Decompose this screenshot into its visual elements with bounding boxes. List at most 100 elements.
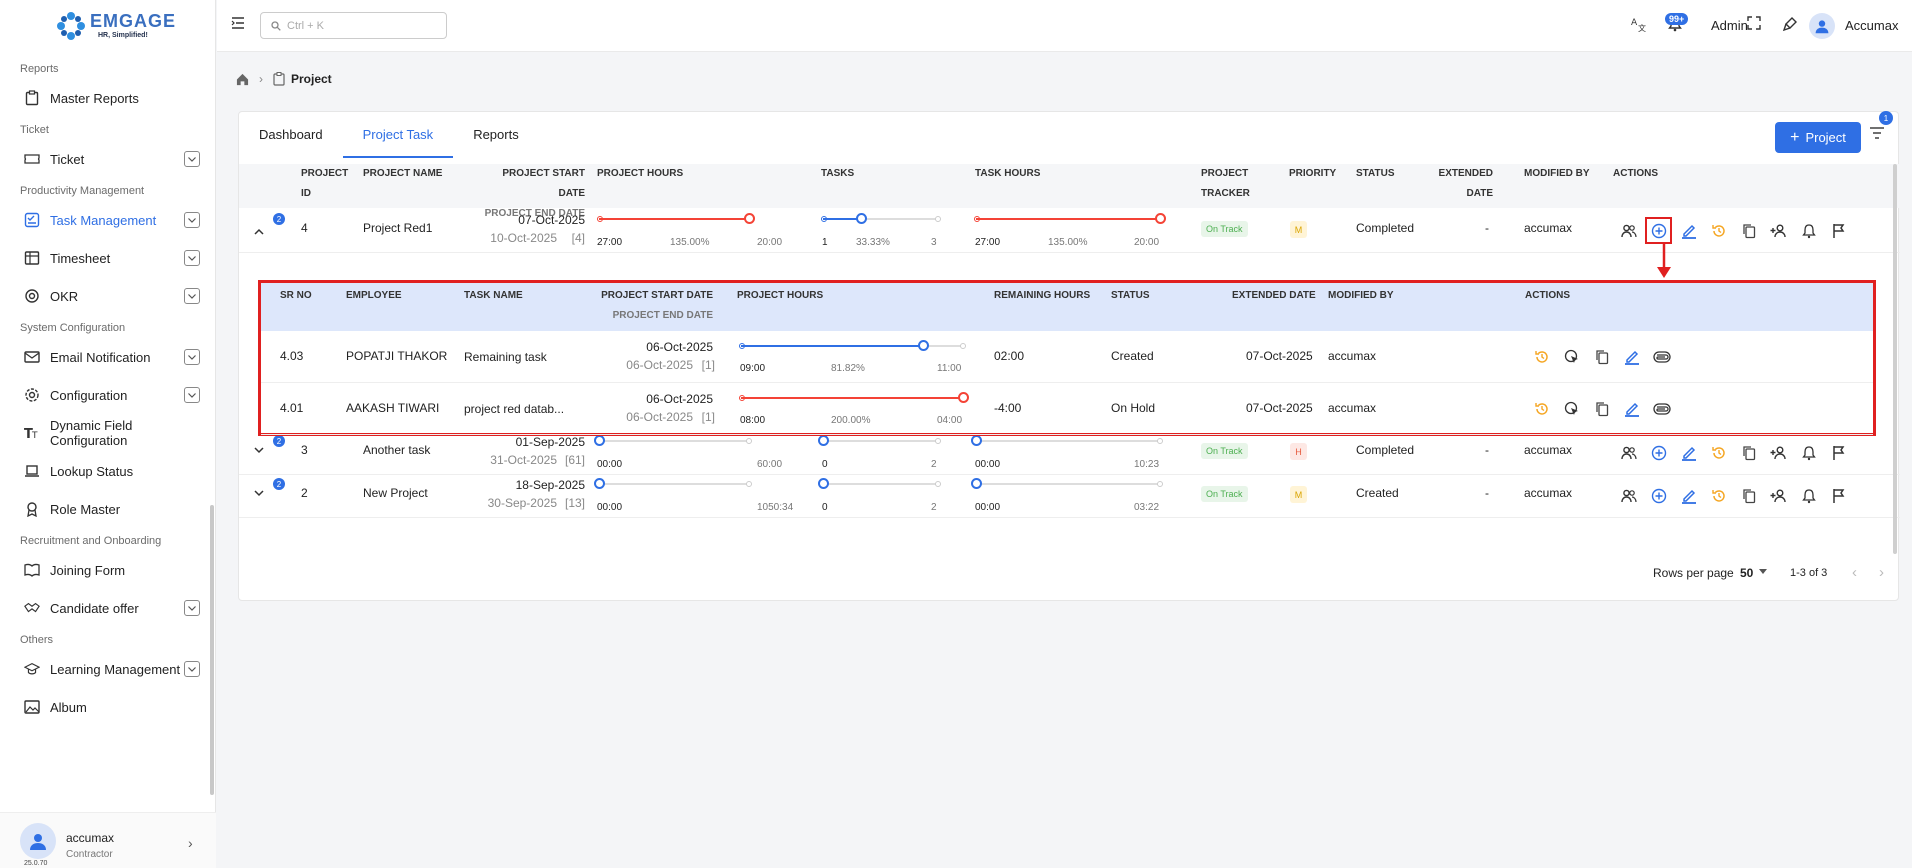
flag-icon[interactable] <box>1829 486 1848 505</box>
col-task-hours[interactable]: TASK HOURS <box>975 168 1041 179</box>
team-icon[interactable] <box>1619 221 1638 240</box>
person-add-icon[interactable] <box>1769 443 1788 462</box>
chevron-down-icon[interactable] <box>184 212 200 228</box>
edit-icon[interactable] <box>1679 221 1698 240</box>
table-row[interactable]: 2 3 Another task 01-Sep-2025 31-Oct-2025 [61]… <box>239 430 1900 475</box>
col-priority[interactable]: PRIORITY <box>1289 168 1337 179</box>
subcol-remaining-hours[interactable]: REMAINING HOURS <box>994 290 1091 301</box>
add-circle-icon[interactable] <box>1649 443 1668 462</box>
search-input[interactable]: Ctrl + K <box>260 12 447 39</box>
chevron-down-icon[interactable] <box>253 487 265 499</box>
sidebar-item-learning-management[interactable]: Learning Management <box>0 650 210 688</box>
col-tracker[interactable]: PROJECT TRACKER <box>1201 168 1250 199</box>
col-status[interactable]: STATUS <box>1356 168 1395 179</box>
col-tasks[interactable]: TASKS <box>821 168 855 179</box>
role-label[interactable]: Admin <box>1711 18 1748 33</box>
subtable-row[interactable]: 4.01 AAKASH TIWARI project red datab... 06-… <box>261 383 1873 435</box>
subcol-task-name[interactable]: TASK NAME <box>464 290 523 301</box>
sidebar-item-lookup-status[interactable]: Lookup Status <box>0 452 210 490</box>
pointer-icon[interactable] <box>1562 347 1581 366</box>
history-icon[interactable] <box>1709 221 1728 240</box>
table-row[interactable]: 2 2 New Project 18-Sep-2025 30-Sep-2025 [13] 0… <box>239 473 1900 518</box>
col-modified-by[interactable]: MODIFIED BY <box>1524 168 1590 179</box>
filter-icon[interactable] <box>1869 126 1885 140</box>
progress-knob[interactable] <box>1155 213 1166 224</box>
copy-icon[interactable] <box>1592 347 1611 366</box>
tab-reports[interactable]: Reports <box>473 127 519 142</box>
flag-icon[interactable] <box>1829 221 1848 240</box>
subcol-start-date[interactable]: PROJECT START DATE PROJECT END DATE <box>601 290 713 321</box>
fullscreen-icon[interactable] <box>1747 16 1761 30</box>
edit-icon[interactable] <box>1622 347 1641 366</box>
edit-icon[interactable] <box>1622 399 1641 418</box>
history-icon[interactable] <box>1532 347 1551 366</box>
chevron-up-icon[interactable] <box>253 226 265 238</box>
sidebar-item-album[interactable]: Album <box>0 688 210 726</box>
copy-icon[interactable] <box>1739 443 1758 462</box>
sidebar-item-ticket[interactable]: Ticket <box>0 140 210 178</box>
progress-knob[interactable] <box>594 435 605 446</box>
sidebar-item-master-reports[interactable]: Master Reports <box>0 79 210 117</box>
subcol-extended-date[interactable]: EXTENDED DATE <box>1232 290 1316 301</box>
table-scrollbar[interactable] <box>1893 164 1897 554</box>
home-icon[interactable] <box>236 73 249 86</box>
add-circle-icon[interactable] <box>1649 486 1668 505</box>
edit-icon[interactable] <box>1679 443 1698 462</box>
col-project-hours[interactable]: PROJECT HOURS <box>597 168 684 179</box>
attachment-icon[interactable] <box>1652 347 1671 366</box>
team-icon[interactable] <box>1619 486 1638 505</box>
person-add-icon[interactable] <box>1769 221 1788 240</box>
subtable-row[interactable]: 4.03 POPATJI THAKOR Remaining task 06-Oct-2… <box>261 331 1873 383</box>
progress-knob[interactable] <box>917 340 929 351</box>
chevron-right-icon[interactable]: › <box>188 835 193 851</box>
subcol-project-hours[interactable]: PROJECT HOURS <box>737 290 824 301</box>
sidebar-item-timesheet[interactable]: Timesheet <box>0 239 210 277</box>
chevron-down-icon[interactable] <box>184 600 200 616</box>
history-icon[interactable] <box>1709 443 1728 462</box>
subcol-modified-by[interactable]: MODIFIED BY <box>1328 290 1394 301</box>
col-actions[interactable]: ACTIONS <box>1613 168 1658 179</box>
menu-toggle-icon[interactable] <box>231 16 245 30</box>
chevron-down-icon[interactable] <box>184 349 200 365</box>
theme-brush-icon[interactable] <box>1782 16 1798 32</box>
col-start-date[interactable]: PROJECT START DATE PROJECT END DATE <box>484 168 585 219</box>
user-name-top[interactable]: Accumax <box>1845 18 1899 33</box>
sidebar-item-task-management[interactable]: Task Management <box>0 201 210 239</box>
sidebar-item-dynamic-field-configuration[interactable]: T T Dynamic Field Configuration <box>0 414 210 452</box>
sidebar-item-configuration[interactable]: Configuration <box>0 376 210 414</box>
sidebar-item-candidate-offer[interactable]: Candidate offer <box>0 589 210 627</box>
subcol-sr-no[interactable]: SR NO <box>280 290 312 301</box>
table-row[interactable]: 2 4 Project Red1 07-Oct-2025 10-Oct-2025 [4] 2… <box>239 208 1900 253</box>
pointer-icon[interactable] <box>1562 399 1581 418</box>
progress-knob[interactable] <box>971 435 982 446</box>
team-icon[interactable] <box>1619 443 1638 462</box>
progress-knob[interactable] <box>971 478 982 489</box>
progress-knob[interactable] <box>744 213 755 224</box>
sidebar-item-role-master[interactable]: Role Master <box>0 490 210 528</box>
col-extended-date[interactable]: EXTENDED DATE <box>1438 168 1493 199</box>
attachment-icon[interactable] <box>1652 399 1671 418</box>
copy-icon[interactable] <box>1739 486 1758 505</box>
col-project-id[interactable]: PROJECT ID <box>301 168 349 199</box>
tab-project-task[interactable]: Project Task <box>342 112 454 158</box>
sidebar-item-okr[interactable]: OKR <box>0 277 210 315</box>
chevron-down-icon[interactable] <box>184 387 200 403</box>
chevron-down-icon[interactable] <box>253 444 265 456</box>
sidebar-item-email-notification[interactable]: Email Notification <box>0 338 210 376</box>
chevron-down-icon[interactable] <box>184 661 200 677</box>
history-icon[interactable] <box>1709 486 1728 505</box>
bell-icon[interactable] <box>1799 443 1818 462</box>
history-icon[interactable] <box>1532 399 1551 418</box>
col-project-name[interactable]: PROJECT NAME <box>363 168 443 179</box>
next-page-icon[interactable]: › <box>1879 564 1884 581</box>
progress-knob[interactable] <box>818 478 829 489</box>
rows-per-page-select[interactable]: 50 <box>1740 566 1754 580</box>
flag-icon[interactable] <box>1829 443 1848 462</box>
add-circle-icon[interactable] <box>1645 217 1672 244</box>
subcol-actions[interactable]: ACTIONS <box>1525 290 1570 301</box>
bell-icon[interactable] <box>1799 221 1818 240</box>
chevron-down-icon[interactable] <box>184 151 200 167</box>
prev-page-icon[interactable]: ‹ <box>1852 564 1857 581</box>
copy-icon[interactable] <box>1592 399 1611 418</box>
